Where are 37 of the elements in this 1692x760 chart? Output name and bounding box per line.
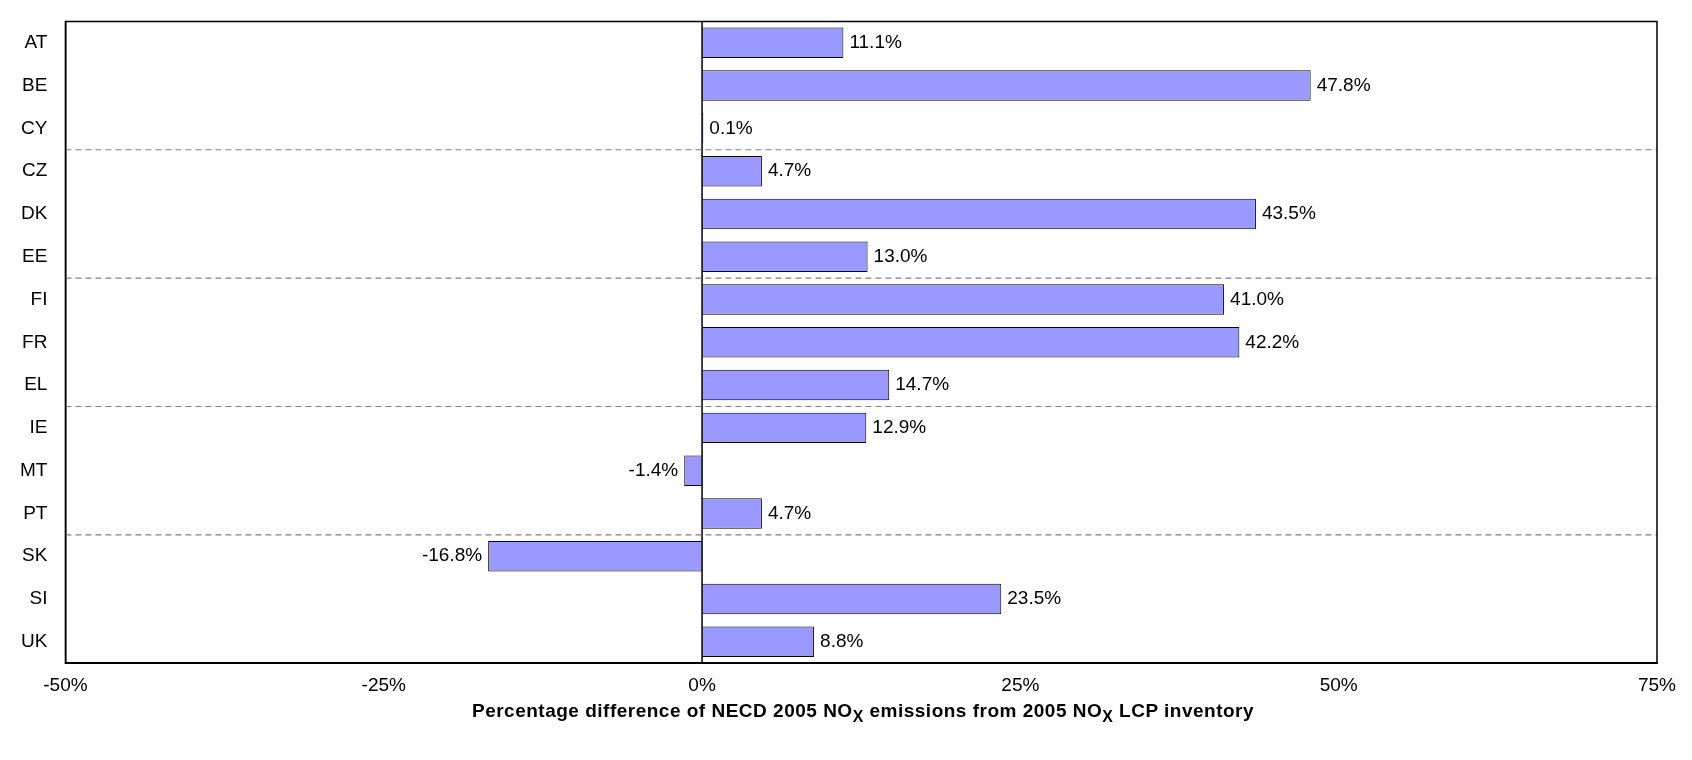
y-tick-label: AT: [24, 31, 48, 53]
y-tick-label: CZ: [22, 159, 48, 181]
data-label: 43.5%: [1261, 202, 1316, 224]
data-label: 14.7%: [895, 373, 950, 395]
y-tick-label: PT: [23, 501, 48, 523]
x-tick-label: 75%: [1637, 673, 1677, 695]
data-label: -16.8%: [421, 544, 483, 566]
data-label: 47.8%: [1316, 73, 1371, 95]
y-tick-label: BE: [22, 73, 48, 95]
data-label: 42.2%: [1245, 330, 1300, 352]
data-label: 41.0%: [1230, 287, 1285, 309]
y-tick-label: FR: [22, 330, 48, 352]
x-tick-label: -50%: [43, 673, 88, 695]
data-label: 13.0%: [873, 244, 928, 266]
y-tick-label: FI: [30, 287, 48, 309]
data-label: 4.7%: [767, 501, 812, 523]
data-label: 23.5%: [1007, 587, 1062, 609]
data-label: -1.4%: [628, 458, 679, 480]
y-tick-label: SI: [29, 587, 48, 609]
y-tick-label: IE: [29, 416, 48, 438]
y-tick-label: UK: [21, 630, 48, 652]
x-tick-label: -25%: [361, 673, 407, 695]
y-tick-label: CY: [21, 116, 48, 138]
data-label: 0.1%: [709, 116, 753, 138]
data-label: 11.1%: [849, 31, 902, 53]
x-tick-label: 25%: [1001, 673, 1040, 695]
y-tick-label: EL: [24, 373, 48, 395]
y-tick-label: MT: [20, 458, 48, 480]
data-label: 4.7%: [767, 159, 812, 181]
data-label: 8.8%: [820, 630, 864, 652]
data-label: 12.9%: [872, 416, 927, 438]
y-tick-label: DK: [21, 202, 48, 224]
x-tick-label: 50%: [1319, 673, 1358, 695]
y-tick-label: EE: [22, 244, 48, 266]
y-tick-label: SK: [22, 544, 48, 566]
x-axis-title: Percentage difference of NECD 2005 NO$_{X}$ emissions from 2005 NO$_{X}$ LCP inventory: [470, 700, 1256, 726]
x-tick-label: 0%: [688, 673, 716, 695]
